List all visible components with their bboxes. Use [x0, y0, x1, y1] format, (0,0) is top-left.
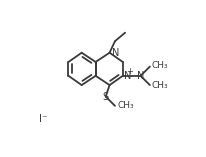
Text: N: N: [136, 71, 144, 81]
Text: N: N: [111, 48, 119, 58]
Text: I⁻: I⁻: [39, 114, 47, 124]
Text: CH₃: CH₃: [151, 61, 167, 70]
Text: CH₃: CH₃: [117, 101, 133, 110]
Text: N: N: [124, 71, 131, 81]
Text: +: +: [126, 68, 132, 76]
Text: CH₃: CH₃: [151, 81, 167, 90]
Text: S: S: [102, 92, 108, 102]
